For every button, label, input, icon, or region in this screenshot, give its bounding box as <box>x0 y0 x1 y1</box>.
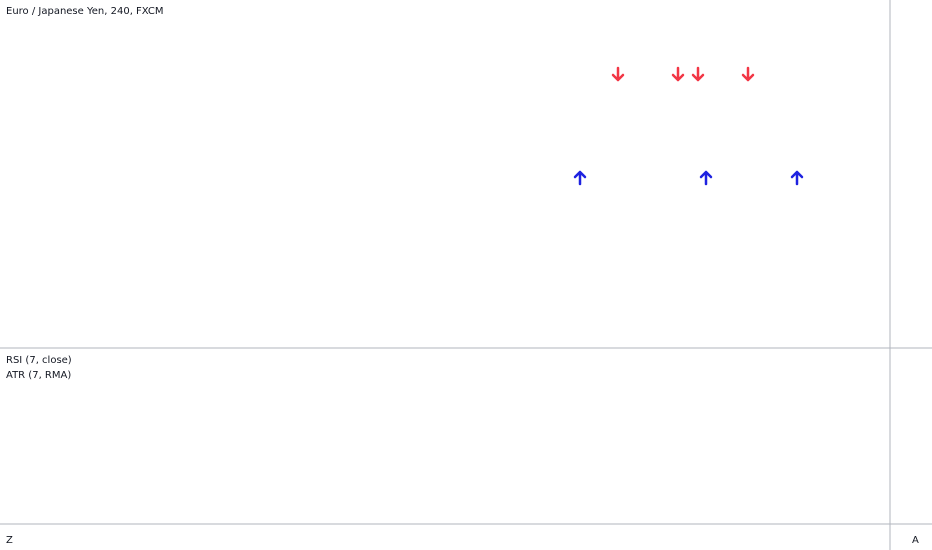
buy-arrow <box>699 170 713 186</box>
buy-arrow <box>573 170 587 186</box>
sell-arrow <box>611 66 625 82</box>
chart-title: Euro / Japanese Yen, 240, FXCM <box>6 6 164 17</box>
arrows <box>573 66 804 186</box>
sell-arrow <box>741 66 755 82</box>
sell-arrow <box>671 66 685 82</box>
toolbar-button[interactable]: Z <box>6 535 13 546</box>
legend-entry: ATR (7, RMA) <box>6 370 71 381</box>
legend-entry: RSI (7, close) <box>6 355 72 366</box>
buy-arrow <box>790 170 804 186</box>
sell-arrow <box>691 66 705 82</box>
toolbar-button[interactable]: A <box>912 535 919 546</box>
